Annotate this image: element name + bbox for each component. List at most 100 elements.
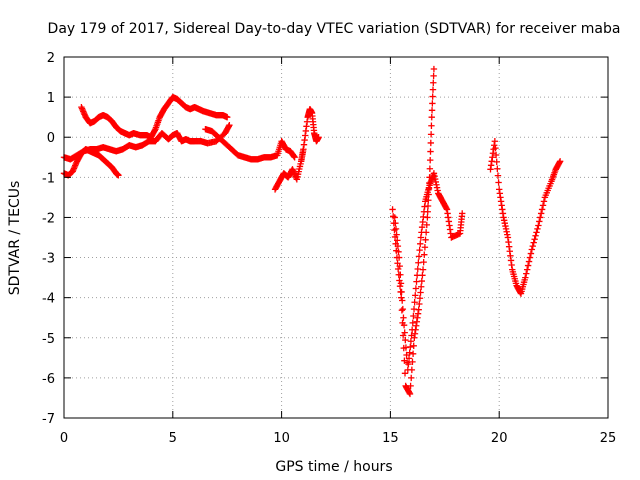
data-point [414,265,421,273]
data-point [401,329,408,336]
data-point [427,148,434,155]
data-point [400,321,408,329]
data-point [459,210,466,217]
data-point [397,271,404,278]
data-point [410,305,418,313]
series-arc-8 [487,138,564,297]
data-point [426,156,434,164]
data-point [532,232,539,239]
data-point [421,244,429,251]
data-point [525,258,533,265]
data-point [538,206,546,213]
data-point [399,297,406,304]
data-point [421,251,428,258]
data-point [389,206,396,213]
data-point [430,79,437,86]
data-point [315,134,322,141]
data-point [428,113,435,121]
data-point [531,236,538,243]
data-point [407,382,414,390]
plot-frame [63,56,609,419]
data-point [536,218,543,225]
data-point [224,113,231,121]
series-arc-4 [202,126,298,163]
data-point [395,248,402,256]
data-point [523,270,530,277]
data-point [491,138,499,145]
y-tick-label: 2 [47,51,55,66]
data-point [408,332,415,339]
data-point [392,225,400,233]
data-point [415,259,422,266]
data-point [397,280,405,287]
chart-title: Day 179 of 2017, Sidereal Day-to-day VTE… [48,21,621,37]
data-point [407,338,415,345]
data-point [493,158,500,166]
x-tick-label: 0 [60,431,68,446]
data-point [430,65,438,73]
x-tick-label: 25 [600,431,617,446]
data-point [409,319,416,327]
data-point [417,240,424,248]
y-tick-label: -7 [42,412,55,427]
data-point [398,307,406,314]
data-point [527,250,535,257]
data-point [537,210,545,217]
data-point [400,314,407,321]
y-tick-label: 1 [47,91,55,106]
data-point [492,144,499,152]
data-point [416,300,423,308]
data-point [416,295,424,302]
data-point [411,299,418,306]
data-point [398,294,405,301]
data-point [395,254,403,261]
data-point [408,326,416,333]
data-point [416,246,423,254]
data-point [291,154,298,161]
y-tick-label: 0 [47,131,55,146]
data-point [523,266,531,273]
data-point [409,350,417,358]
y-tick-label: -6 [42,372,55,387]
data-point [492,151,500,159]
data-point [417,283,425,290]
data-point [391,214,398,221]
data-point [405,360,412,368]
data-point [396,283,404,290]
data-point [427,131,435,138]
data-point [417,289,424,296]
x-tick-label: 5 [169,431,177,446]
data-point [526,254,534,261]
data-point [399,305,407,313]
series-arc-3 [78,93,231,141]
data-point [428,107,436,114]
data-point [394,242,402,250]
data-point [406,390,414,398]
data-point [429,93,436,100]
data-point [392,219,399,227]
data-point [394,237,401,244]
data-point [226,121,233,129]
data-point [529,242,536,250]
data-point [410,342,417,349]
data-point [522,274,529,281]
data-point [429,100,436,107]
data-point [413,272,421,279]
y-tick-label: -5 [42,332,55,347]
data-point [428,122,435,129]
grid-lines [64,57,608,418]
data-point [406,349,413,356]
data-point [426,165,434,172]
data-point [422,236,429,243]
series-arc-6 [389,65,438,398]
y-tick-label: -4 [42,292,55,307]
data-point [429,86,437,93]
data-point [405,355,413,362]
data-point [398,288,405,296]
data-points [60,65,564,398]
data-point [528,246,536,253]
data-point [412,292,419,299]
data-point [556,158,564,165]
data-point [115,172,122,179]
